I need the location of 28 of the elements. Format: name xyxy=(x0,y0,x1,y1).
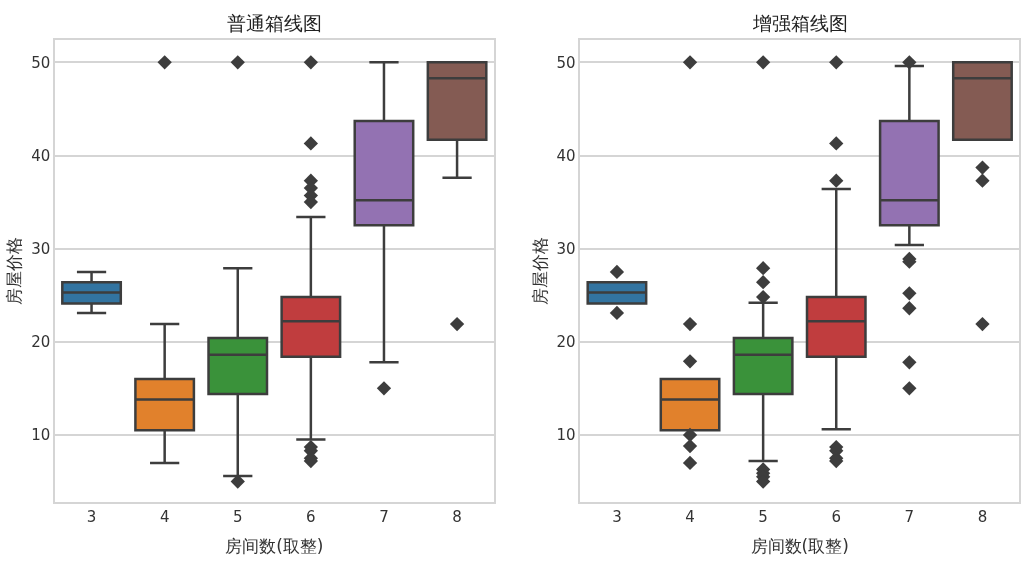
y-tick-label: 30 xyxy=(31,239,51,258)
y-tick-label: 50 xyxy=(31,53,51,72)
x-axis-title: 房间数(取整) xyxy=(750,535,849,556)
x-tick-label: 5 xyxy=(758,507,768,526)
y-tick-label: 40 xyxy=(556,146,576,165)
y-axis-title: 房屋价格 xyxy=(529,237,550,305)
x-tick-label: 8 xyxy=(977,507,988,526)
y-tick-label: 50 xyxy=(556,53,576,72)
x-tick-label: 4 xyxy=(159,507,170,526)
x-tick-label: 6 xyxy=(306,507,316,526)
x-tick-label: 7 xyxy=(904,507,915,526)
x-tick-label: 8 xyxy=(452,507,462,526)
x-tick-label: 6 xyxy=(831,507,842,526)
x-axis-title: 房间数(取整) xyxy=(225,535,324,556)
y-tick-label: 10 xyxy=(31,426,51,445)
y-tick-label: 30 xyxy=(556,239,576,258)
y-tick-label: 20 xyxy=(31,333,51,352)
y-tick-label: 40 xyxy=(31,146,51,165)
x-tick-label: 7 xyxy=(379,507,389,526)
chart-title: 普通箱线图 xyxy=(227,12,322,34)
x-tick-label: 5 xyxy=(232,507,243,526)
x-tick-label: 3 xyxy=(612,507,622,526)
x-tick-label: 3 xyxy=(86,507,97,526)
x-tick-label: 4 xyxy=(685,507,695,526)
y-tick-label: 10 xyxy=(556,426,576,445)
y-tick-label: 20 xyxy=(556,333,576,352)
y-axis-title: 房屋价格 xyxy=(4,237,25,305)
chart-title: 增强箱线图 xyxy=(752,12,848,34)
